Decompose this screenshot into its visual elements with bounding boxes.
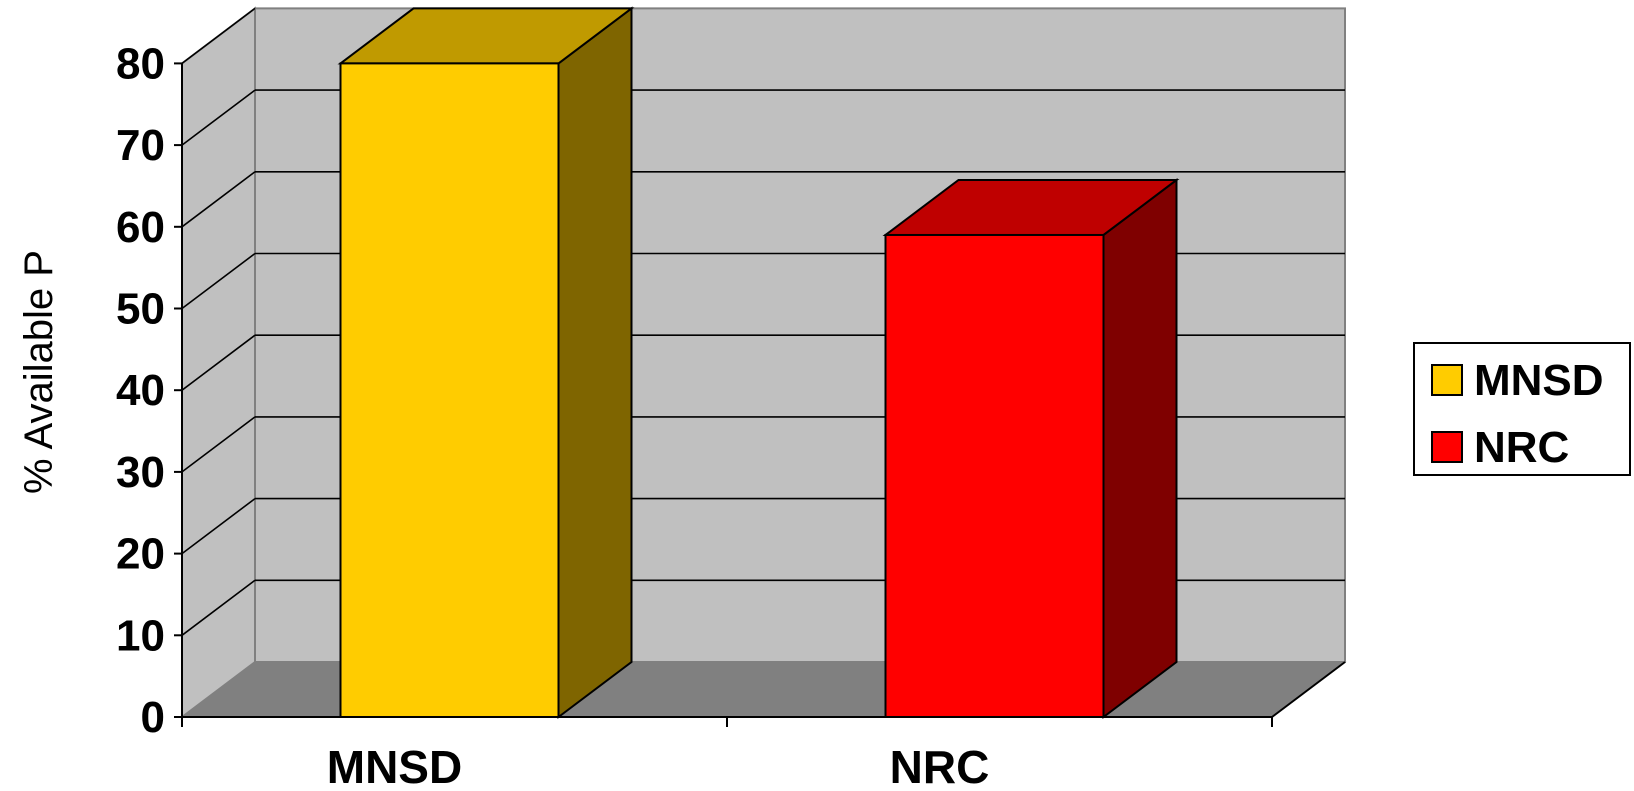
x-category-label: MNSD (327, 741, 462, 791)
bars (337, 6, 1180, 720)
y-tick-labels: 0 10 20 30 40 50 60 70 80 (116, 39, 165, 742)
bar-front (339, 62, 560, 718)
legend-label: NRC (1474, 423, 1569, 472)
gridline-side (181, 497, 256, 555)
gridline-side (181, 7, 256, 65)
bar-nrc (882, 177, 1180, 720)
gridline-side (181, 171, 256, 228)
gridline-side (181, 89, 256, 146)
y-tick-label: 70 (116, 121, 165, 170)
y-tick-label: 80 (116, 39, 165, 88)
legend: MNSD NRC (1413, 342, 1631, 476)
gridline-side (181, 252, 256, 310)
legend-swatch (1431, 364, 1463, 396)
y-tick-label: 30 (116, 448, 165, 497)
floor-edge (1271, 661, 1346, 718)
bar-side (557, 6, 633, 720)
y-tick-label: 10 (116, 611, 165, 660)
y-tick-label: 0 (141, 693, 165, 742)
y-tick-label: 60 (116, 203, 165, 252)
legend-label: MNSD (1474, 356, 1604, 405)
x-category-label: NRC (890, 741, 990, 791)
bar-side (1102, 177, 1178, 720)
gridline-side (181, 334, 256, 391)
y-tick-label: 20 (116, 530, 165, 579)
gridline-side (181, 579, 256, 636)
y-tick-label: 40 (116, 366, 165, 415)
x-category-labels: MNSD NRC (327, 741, 990, 791)
gridline-side (181, 416, 256, 473)
legend-swatch (1431, 431, 1463, 463)
bar-front (884, 233, 1105, 718)
y-axis-title: % Available P (17, 250, 61, 494)
bar-mnsd (337, 6, 635, 720)
axes (174, 62, 1346, 727)
y-tick-label: 50 (116, 285, 165, 334)
